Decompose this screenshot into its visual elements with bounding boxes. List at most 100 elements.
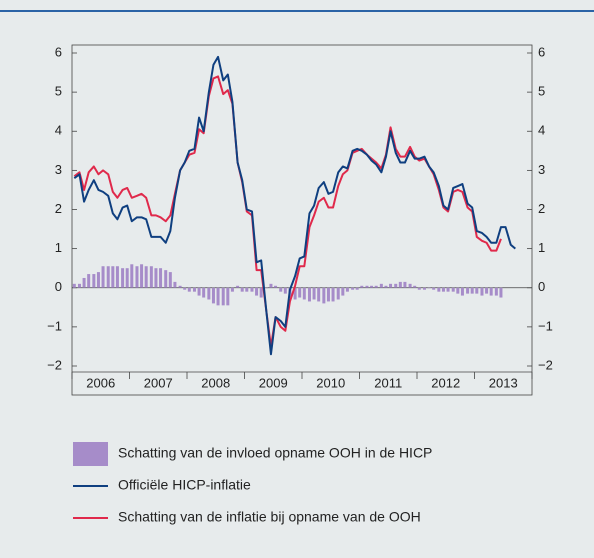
y-tick-label: −2 — [47, 357, 62, 372]
x-tick-label: 2013 — [489, 375, 518, 390]
bar — [398, 281, 402, 288]
bar — [413, 285, 417, 288]
y-tick-label: 1 — [55, 240, 62, 255]
x-tick-label: 2006 — [86, 375, 115, 390]
bar — [274, 285, 278, 288]
bar — [432, 287, 436, 290]
bar — [312, 287, 316, 300]
bar — [345, 287, 349, 292]
y2-tick-label: −1 — [538, 318, 553, 333]
y2-tick-label: 2 — [538, 201, 545, 216]
line — [73, 55, 516, 356]
bar — [451, 287, 455, 292]
x-tick-label: 2011 — [374, 375, 402, 390]
bar — [245, 287, 249, 292]
bar — [144, 266, 148, 288]
bar — [192, 287, 196, 292]
bar — [417, 287, 421, 290]
bar — [403, 281, 407, 288]
bar — [106, 266, 110, 288]
bar — [331, 287, 335, 302]
x-tick-label: 2009 — [259, 375, 288, 390]
bar — [341, 287, 345, 296]
plot-frame — [71, 44, 533, 396]
bar — [173, 281, 177, 288]
bar — [408, 283, 412, 288]
bar — [149, 266, 153, 288]
bar — [125, 268, 129, 288]
bar — [475, 287, 479, 294]
bar — [365, 285, 369, 288]
y2-tick-label: −2 — [538, 357, 553, 372]
bar — [226, 287, 230, 306]
bar — [87, 274, 91, 288]
y2-tick-label: 3 — [538, 162, 545, 177]
bar — [427, 287, 431, 289]
legend-label: Schatting van de invloed opname OOH in d… — [118, 445, 432, 461]
y2-tick-label: 1 — [538, 240, 545, 255]
bar — [140, 264, 144, 288]
bar — [111, 266, 115, 288]
bar — [250, 287, 254, 292]
bar — [351, 287, 355, 290]
bar — [121, 268, 125, 288]
bar — [77, 283, 81, 288]
bar — [207, 287, 211, 300]
bar — [211, 287, 215, 304]
x-tick-label: 2007 — [144, 375, 173, 390]
bar — [269, 283, 273, 288]
y2-tick-label: 4 — [538, 123, 545, 138]
bar — [135, 266, 139, 288]
bar — [355, 287, 359, 290]
bar — [96, 272, 100, 288]
bar — [499, 287, 503, 298]
bar — [197, 287, 201, 296]
bar — [240, 287, 244, 292]
bar — [72, 283, 76, 288]
bar — [279, 287, 283, 292]
x-tick-label: 2010 — [316, 375, 345, 390]
bar — [159, 268, 163, 288]
bar — [259, 287, 263, 298]
bar — [221, 287, 225, 306]
bar — [489, 287, 493, 296]
bar — [216, 287, 220, 306]
y-tick-label: −1 — [47, 318, 62, 333]
y-tick-label: 4 — [55, 123, 62, 138]
legend-label: Officiële HICP-inflatie — [118, 477, 251, 493]
bar — [460, 287, 464, 296]
bar — [168, 272, 172, 288]
bar — [389, 283, 393, 288]
legend-label: Schatting van de inflatie bij opname van… — [118, 509, 421, 525]
bar — [494, 287, 498, 296]
bar — [466, 287, 470, 294]
bar — [283, 287, 287, 294]
y2-tick-label: 6 — [538, 44, 545, 59]
bar — [317, 287, 321, 302]
x-tick-label: 2008 — [201, 375, 230, 390]
y-tick-label: 5 — [55, 84, 62, 99]
bar — [115, 266, 119, 288]
bar — [322, 287, 326, 304]
bar — [437, 287, 441, 292]
bar — [370, 285, 374, 288]
bar — [302, 287, 306, 300]
bar — [485, 287, 489, 294]
bar — [307, 287, 311, 302]
y-tick-label: 6 — [55, 44, 62, 59]
bar — [422, 287, 426, 290]
bar — [101, 266, 105, 288]
bar — [394, 283, 398, 288]
bar — [336, 287, 340, 300]
bar — [92, 274, 96, 288]
y-tick-label: 3 — [55, 162, 62, 177]
bar — [360, 285, 364, 288]
bar — [446, 287, 450, 292]
bar — [202, 287, 206, 298]
bar — [164, 270, 168, 288]
bar — [298, 287, 302, 298]
y2-tick-label: 0 — [538, 279, 545, 294]
bar — [154, 268, 158, 288]
bar — [470, 287, 474, 294]
